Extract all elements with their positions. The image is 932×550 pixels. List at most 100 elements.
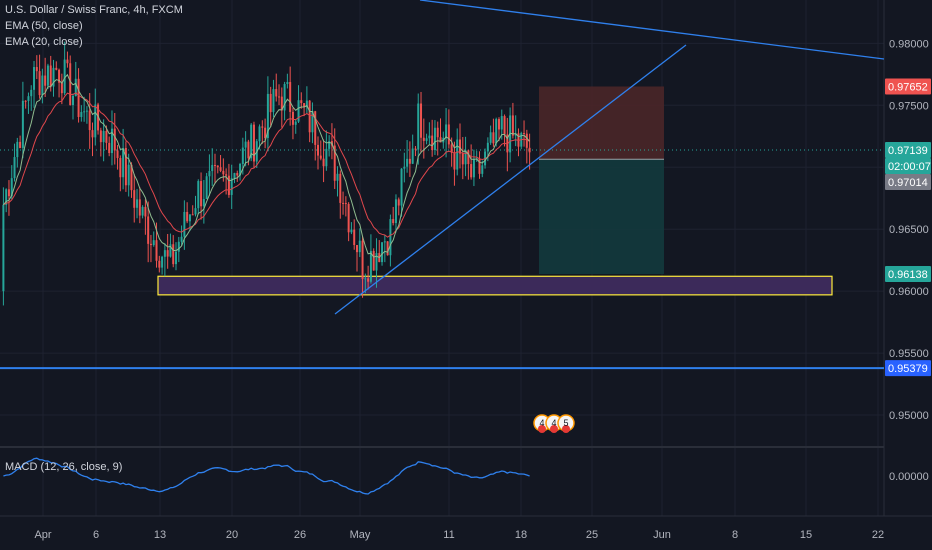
time-axis[interactable]: Apr 6 13 20 26 May 11 18 25 Jun 8 15 22: [34, 529, 884, 541]
candle-body: [161, 256, 164, 268]
candle-body: [91, 130, 94, 138]
time-tick-label: 15: [800, 529, 812, 541]
candle-body: [369, 250, 372, 282]
candle-body: [49, 65, 52, 87]
price-tick-label: 0.98000: [889, 38, 929, 50]
price-tag: [885, 142, 931, 159]
candle-body: [236, 173, 239, 176]
candle-body: [144, 206, 147, 217]
candle-body: [269, 93, 272, 113]
time-tick-label: May: [350, 529, 371, 541]
candle-body: [275, 89, 278, 97]
candle-body: [495, 119, 498, 144]
candle-body: [133, 190, 136, 208]
candle-body: [71, 95, 74, 106]
event-icon-label: 4: [551, 418, 556, 428]
falling-trendline[interactable]: [419, 0, 885, 60]
candle-body: [406, 158, 409, 167]
event-flag: [562, 425, 570, 433]
candle-body: [211, 165, 214, 172]
candle-body: [325, 148, 328, 167]
candle-body: [88, 110, 91, 131]
candle-body: [492, 132, 495, 144]
event-flag: [550, 425, 558, 433]
ema50-legend[interactable]: EMA (50, close): [5, 20, 83, 32]
candle-body: [336, 173, 339, 181]
symbol-title[interactable]: U.S. Dollar / Swiss Franc, 4h, FXCM: [5, 4, 183, 16]
candle-body: [108, 142, 111, 154]
candle-body: [300, 100, 303, 104]
candle-body: [7, 189, 10, 197]
candle-body: [197, 181, 200, 209]
candle-body: [486, 142, 489, 152]
candle-body: [225, 174, 228, 176]
candle-body: [305, 100, 308, 108]
price-tag: [885, 360, 931, 377]
candle-body: [283, 84, 286, 111]
event-flag: [538, 425, 546, 433]
candle-body: [33, 67, 36, 90]
candle-body: [422, 137, 425, 141]
candle-body: [169, 244, 172, 257]
candle-body: [158, 260, 161, 268]
candle-body: [317, 144, 320, 156]
rising-trendline[interactable]: [334, 44, 687, 315]
candle-body: [21, 100, 24, 148]
candle-body: [230, 178, 233, 195]
candle-body: [511, 115, 514, 136]
candle-body: [467, 150, 470, 165]
price-tick-label: 0.96500: [889, 224, 929, 236]
candle-body: [250, 124, 253, 159]
time-tick-label: 11: [443, 529, 454, 541]
macd-pane: [3, 457, 530, 495]
candle-body: [364, 278, 367, 280]
time-tick-label: 20: [226, 529, 238, 541]
candle-body: [147, 216, 150, 244]
candle-body: [453, 152, 456, 170]
candle-body: [60, 82, 63, 94]
candle-body: [194, 208, 197, 215]
candle-body: [400, 168, 403, 206]
candle-body: [350, 229, 353, 233]
candle-body: [394, 199, 397, 224]
candle-body: [99, 130, 102, 143]
candle-body: [58, 69, 61, 83]
trendlines[interactable]: [334, 0, 885, 315]
price-tag: [885, 158, 931, 175]
candle-body: [16, 141, 19, 158]
ema20-legend[interactable]: EMA (20, close): [5, 36, 83, 48]
price-tag-label: 02:00:07: [888, 161, 931, 173]
candle-body: [291, 111, 294, 125]
candle-body: [152, 240, 155, 246]
candle-body: [175, 251, 178, 265]
candle-body: [13, 157, 16, 179]
candle-body: [80, 112, 83, 118]
candle-body: [289, 82, 292, 112]
candle-body: [85, 110, 88, 112]
candle-body: [286, 82, 289, 85]
candle-body: [186, 211, 189, 222]
price-tick-label: 0.95500: [889, 348, 929, 360]
candle-body: [105, 130, 108, 143]
ema-lines: [3, 73, 530, 259]
candle-body: [311, 111, 314, 133]
position-zones: [0, 86, 884, 370]
candle-body: [124, 147, 127, 186]
event-icon-label: 5: [563, 418, 568, 428]
macd-legend[interactable]: MACD (12, 26, close, 9): [5, 461, 123, 473]
candle-body: [97, 104, 100, 131]
candle-body: [149, 243, 152, 246]
price-tag: [885, 174, 931, 191]
candle-body: [528, 147, 531, 153]
event-icon-label: 4: [539, 418, 544, 428]
candle-body: [403, 166, 406, 169]
support-zone: [157, 275, 833, 296]
candle-body: [69, 63, 72, 106]
candle-body: [439, 137, 442, 143]
ema50-line: [3, 92, 530, 238]
candle-body: [233, 173, 236, 179]
candle-body: [308, 100, 311, 133]
macd-line: [3, 457, 530, 495]
